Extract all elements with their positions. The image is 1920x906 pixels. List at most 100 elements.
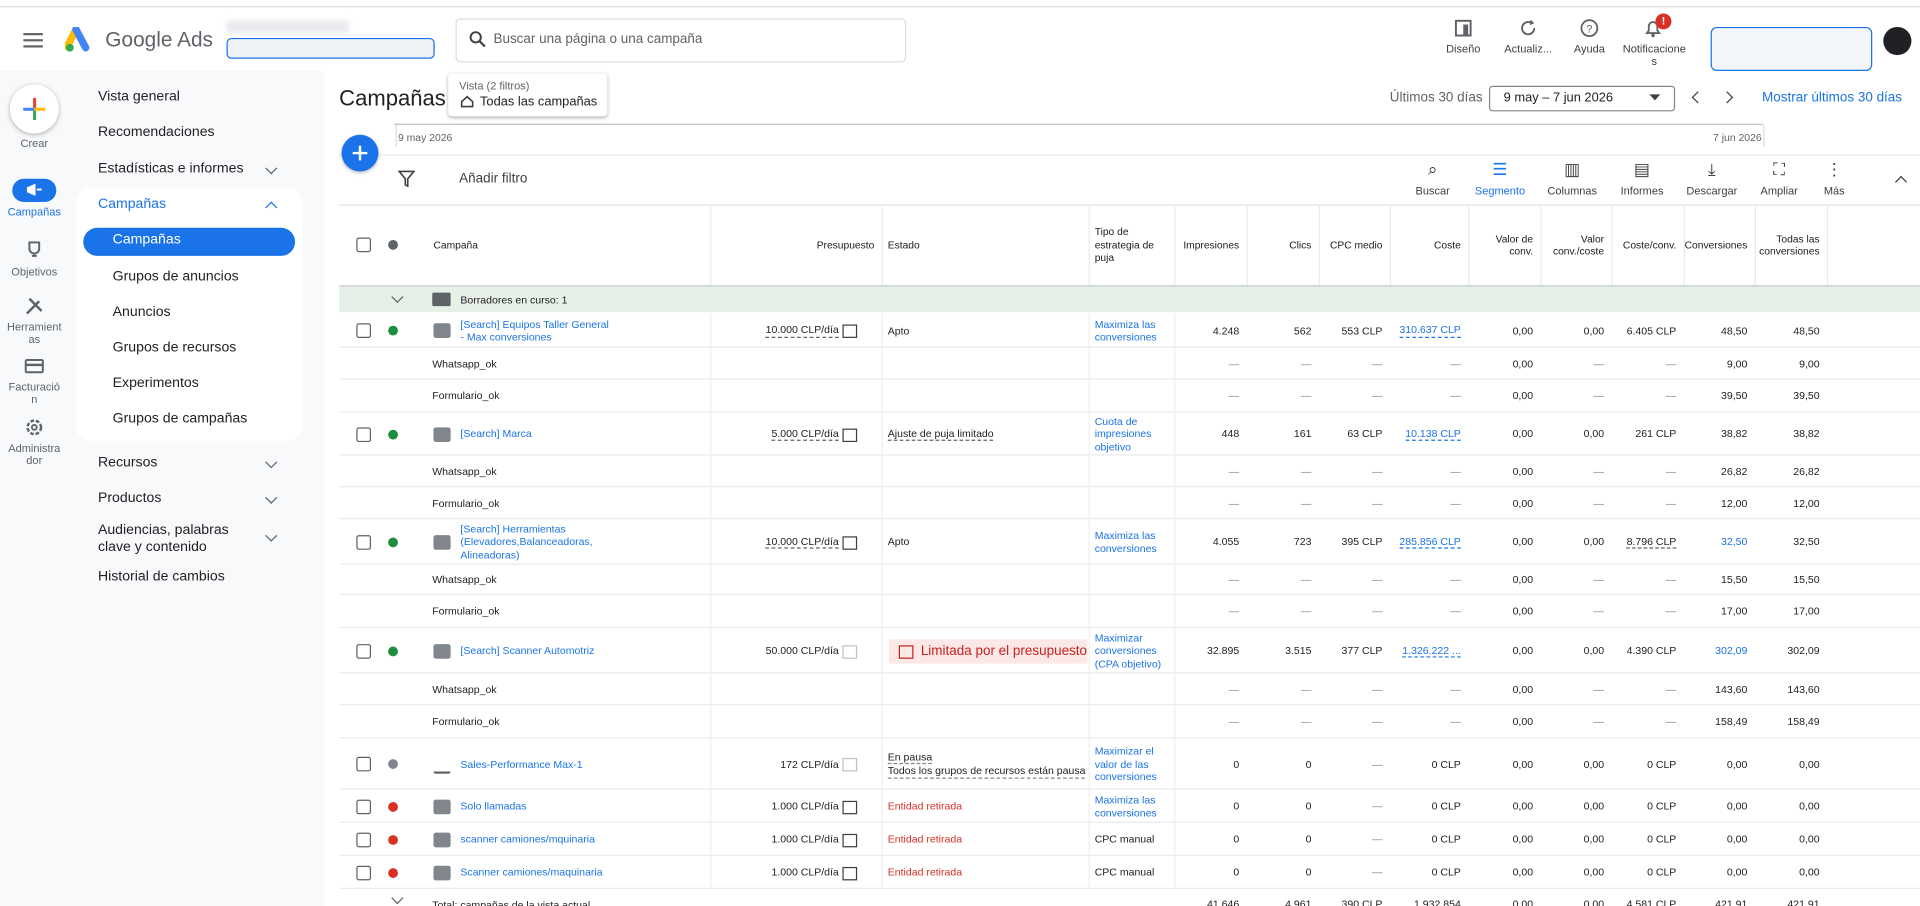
rail-label[interactable]: Objetivos [11,265,58,278]
action-label[interactable]: Diseño [1446,42,1481,56]
column-header[interactable]: Coste/conv. [1622,238,1677,251]
rail-label[interactable]: Campañas [7,205,61,218]
budget[interactable]: 5.000 CLP/día [710,413,881,456]
metric[interactable]: 285.856 CLP [1390,519,1468,564]
column-header[interactable]: Campaña [433,238,478,251]
segment-name: Formulario_ok [432,605,500,618]
status-limited[interactable]: Limitada por el presupuesto [920,644,1088,659]
metric: 0,00 [1540,628,1611,673]
rule [1174,313,1176,348]
rail-label[interactable]: Administrador [8,442,61,467]
checkbox[interactable] [356,865,372,880]
rule [881,204,883,286]
nav-sub-item[interactable]: Grupos de campañas [112,411,248,427]
next-button[interactable] [1721,91,1734,104]
column-header[interactable]: Clics [1289,238,1312,251]
tool-label[interactable]: Descargar [1686,184,1738,198]
bid-strategy[interactable]: Maximiza las conversiones [1089,313,1175,347]
bid-strategy[interactable]: Maximiza las conversiones [1089,790,1175,823]
checkbox[interactable] [356,832,372,847]
view-box[interactable] [448,73,608,117]
rail-label[interactable]: Crear [20,137,49,150]
nav-item[interactable]: Recomendaciones [97,124,215,140]
checkbox[interactable] [356,643,372,659]
campaign-name[interactable]: Sales-Performance Max-1 [460,757,583,770]
bid-strategy[interactable]: Maximizar conversiones (CPA objetivo) [1089,628,1175,673]
campaign-name[interactable]: [Search] Marca [460,427,532,440]
checkbox[interactable] [356,756,372,772]
campaign-name[interactable]: [Search] Herramientas (Elevadores,Balanc… [460,522,593,561]
checkbox[interactable] [356,534,372,550]
tool-label[interactable]: Buscar [1415,184,1450,198]
action-label[interactable]: Ayuda [1573,42,1605,56]
bid-strategy[interactable]: Maximizar el valor de las conversiones [1089,738,1175,789]
nav-sub-item[interactable]: Grupos de recursos [112,340,237,356]
tool-label[interactable]: Ampliar [1760,184,1798,198]
column-header[interactable]: Valor conv./coste [1552,232,1605,258]
budget[interactable]: 10.000 CLP/día [710,313,881,347]
expand[interactable] [391,892,404,905]
tool-label[interactable]: Segmento [1474,184,1526,198]
metric[interactable]: 310.637 CLP [1390,313,1468,347]
campaign-name[interactable]: scanner camiones/mquinaria [460,832,595,846]
metric[interactable]: 32,50 [1684,519,1755,564]
budget[interactable]: 10.000 CLP/día [710,519,881,564]
nav-sub-item[interactable]: Experimentos [112,375,199,391]
tool-label[interactable]: Más [1823,184,1845,198]
collapse-button[interactable] [1894,175,1908,188]
metric[interactable]: 8.796 CLP [1611,519,1683,564]
nav-item[interactable]: Estadísticas e informes [97,161,244,177]
nav-item[interactable]: Audiencias, palabras clave y contenido [97,522,229,555]
add-filter[interactable]: Añadir filtro [459,171,528,187]
campaign-name[interactable]: Solo llamadas [460,799,527,813]
metric[interactable]: 1.326.222 ... [1390,628,1468,673]
bid-strategy[interactable]: Maximiza las conversiones [1089,519,1175,564]
account-select[interactable] [226,37,435,59]
search-box[interactable] [455,18,907,63]
show-last[interactable]: Mostrar últimos 30 días [1762,90,1903,106]
metric: — [1611,595,1683,628]
tool-label[interactable]: Columnas [1547,184,1598,198]
checkbox[interactable] [356,237,372,253]
nav-item[interactable]: Vista general [97,89,180,105]
nav-sub-item[interactable]: Grupos de anuncios [112,269,239,285]
nav-item[interactable]: Historial de cambios [97,569,225,585]
metric: — [1540,705,1611,738]
campaign-name[interactable]: [Search] Scanner Automotriz [460,644,595,657]
metric[interactable]: 302,09 [1684,628,1755,673]
action-label[interactable]: Actualiz... [1504,42,1553,56]
column-header[interactable]: Coste [1434,238,1461,251]
column-header[interactable]: Impresiones [1183,238,1240,251]
checkbox[interactable] [356,798,372,814]
rail-label[interactable]: Herramientas [7,320,62,346]
column-header[interactable]: Todas las conversiones [1759,232,1820,258]
campaign-name[interactable]: [Search] Equipos Taller General - Max co… [460,317,609,343]
nav-section[interactable]: Campañas [97,197,167,212]
status[interactable]: Ajuste de puja limitado [882,413,1089,456]
metric: 0 [1174,738,1246,789]
action-label[interactable]: Notificaciones [1622,42,1686,68]
nav-item[interactable]: Productos [97,491,162,506]
avatar[interactable] [1883,26,1912,56]
checkbox[interactable] [356,426,372,442]
nav-sub-item[interactable]: Anuncios [112,304,171,320]
metric[interactable]: 10.138 CLP [1390,413,1468,456]
column-header[interactable]: Presupuesto [816,238,875,251]
checkbox[interactable] [356,323,372,338]
tools-icon [26,297,43,315]
bid-strategy[interactable]: Cuota de impresiones objetivo [1089,413,1175,456]
nav-sub-item[interactable]: Campañas [112,232,181,248]
column-header[interactable]: Tipo de estrategia de puja [1094,225,1155,264]
column-header[interactable]: Estado [887,238,920,251]
tool-label[interactable]: Informes [1620,184,1664,198]
prev-button[interactable] [1691,91,1704,104]
column-header[interactable]: Valor de conv. [1495,232,1534,258]
column-header[interactable]: Conversiones [1684,238,1748,251]
date-select[interactable] [1488,85,1676,112]
customer-select[interactable] [1710,26,1873,72]
rail-label[interactable]: Facturación [8,380,61,406]
column-header[interactable]: CPC medio [1330,238,1383,251]
nav-item[interactable]: Recursos [97,455,158,471]
menu-button[interactable] [23,32,44,49]
campaign-name[interactable]: Scanner camiones/maquinaria [460,866,603,879]
